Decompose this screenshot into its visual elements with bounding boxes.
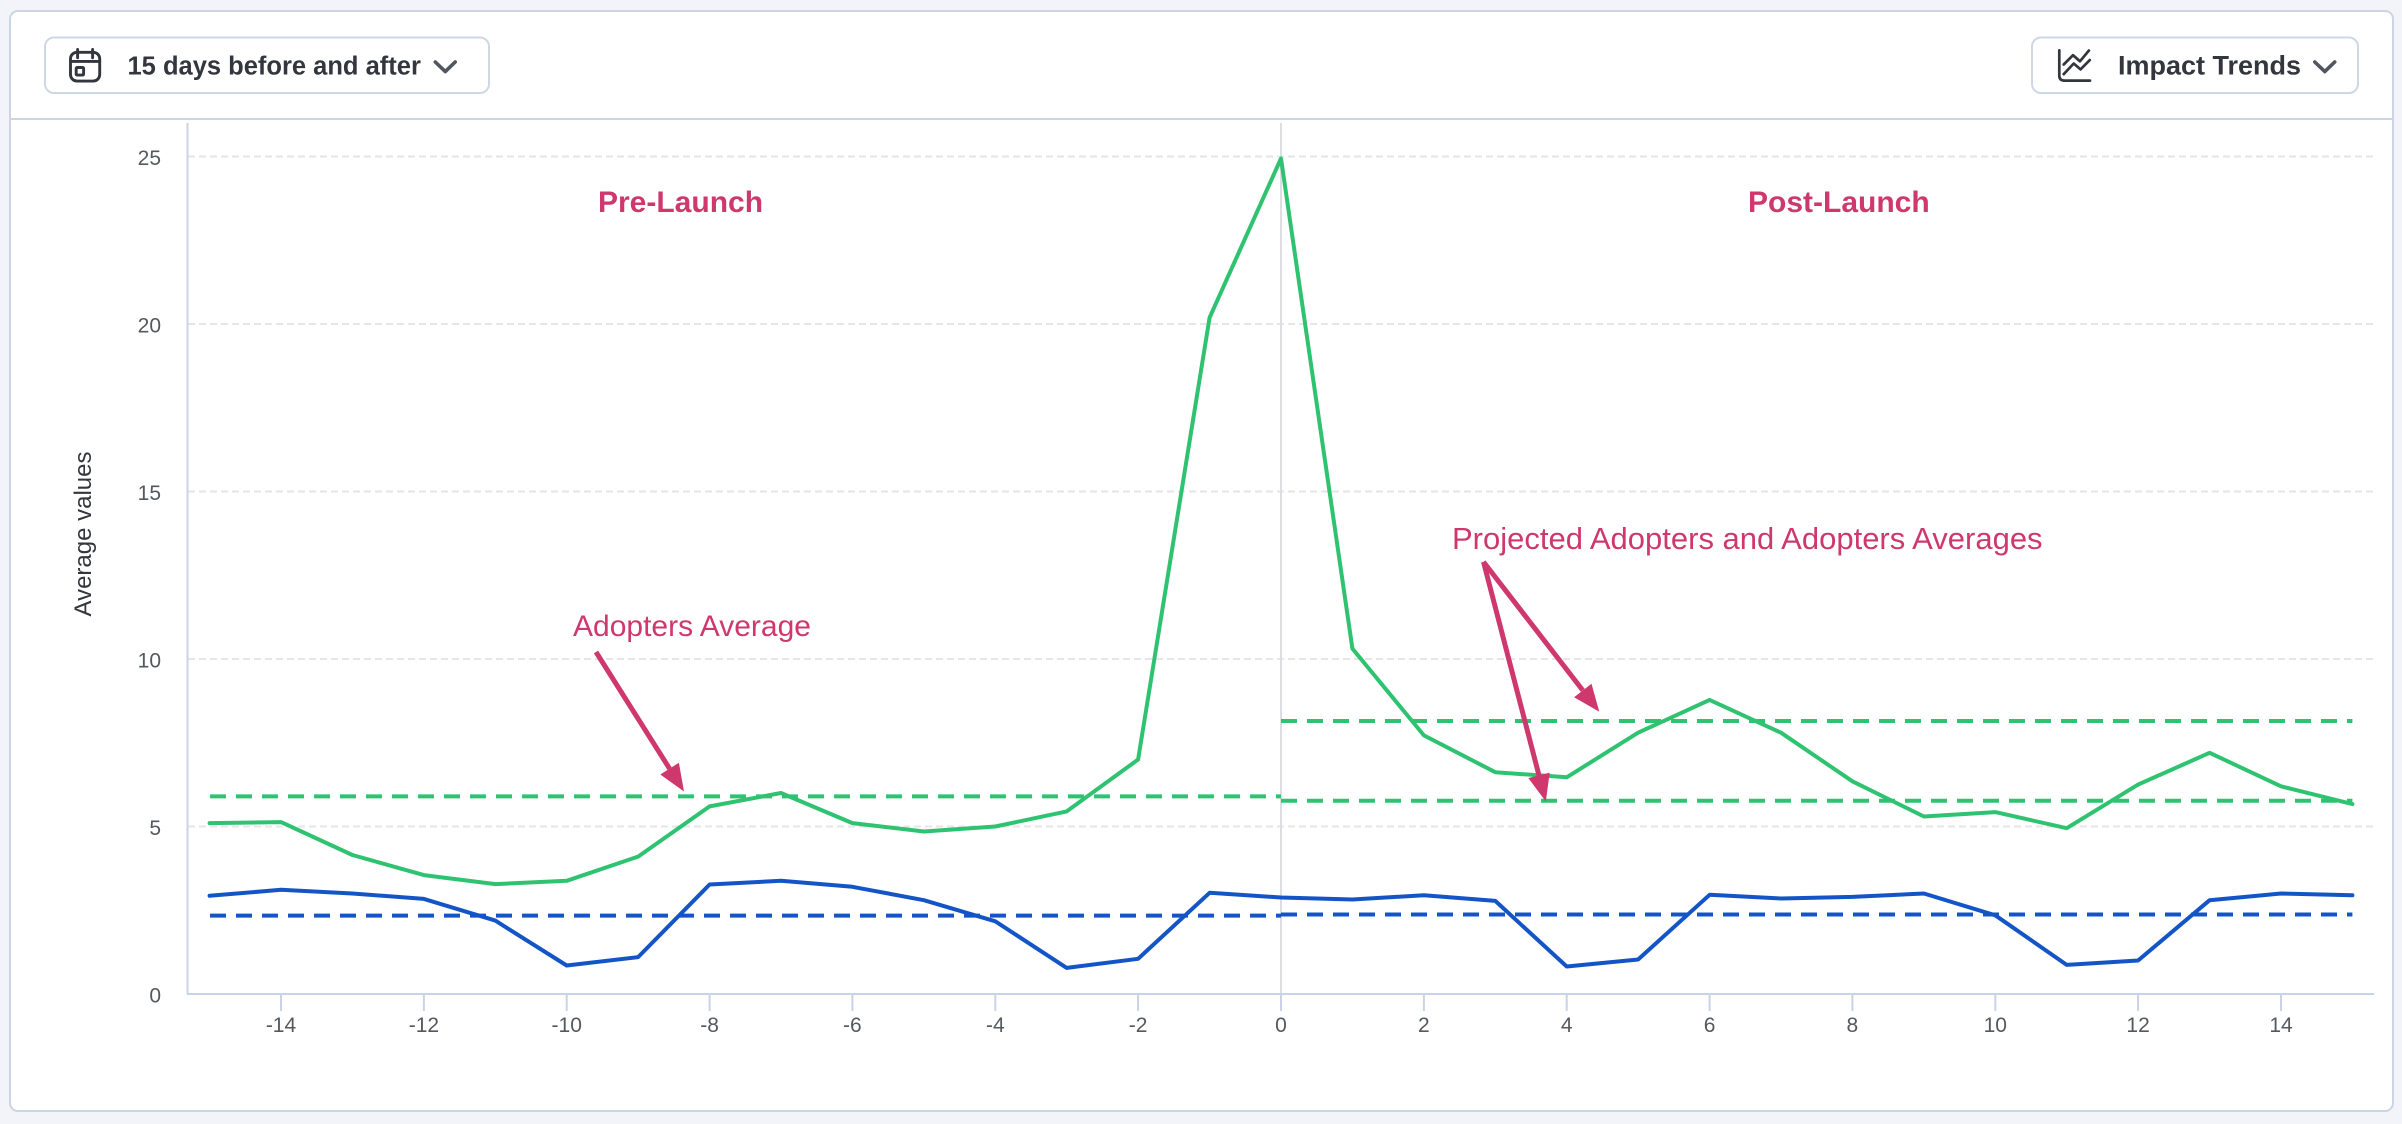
svg-text:14: 14: [2269, 1014, 2293, 1037]
svg-text:-10: -10: [552, 1014, 582, 1037]
svg-text:Adopters Average: Adopters Average: [573, 610, 811, 643]
svg-text:-12: -12: [409, 1014, 439, 1037]
svg-text:12: 12: [2126, 1014, 2149, 1037]
svg-text:8: 8: [1847, 1014, 1859, 1037]
svg-text:0: 0: [1275, 1014, 1287, 1037]
svg-text:-6: -6: [843, 1014, 862, 1037]
svg-text:Average values: Average values: [70, 452, 97, 617]
svg-text:25: 25: [138, 147, 161, 170]
svg-text:15: 15: [138, 482, 161, 505]
svg-text:5: 5: [149, 817, 161, 840]
svg-text:10: 10: [1984, 1014, 2007, 1037]
svg-text:-4: -4: [986, 1014, 1005, 1037]
svg-text:20: 20: [138, 315, 161, 338]
svg-text:2: 2: [1418, 1014, 1430, 1037]
svg-text:Impact Trends: Impact Trends: [2118, 51, 2301, 81]
svg-text:Projected Adopters and Adopter: Projected Adopters and Adopters Averages: [1452, 521, 2043, 556]
svg-text:Post-Launch: Post-Launch: [1748, 186, 1930, 219]
svg-text:0: 0: [149, 985, 161, 1008]
svg-text:Pre-Launch: Pre-Launch: [598, 186, 763, 219]
svg-text:-2: -2: [1129, 1014, 1148, 1037]
svg-text:6: 6: [1704, 1014, 1716, 1037]
svg-text:-14: -14: [266, 1014, 297, 1037]
svg-text:15 days before and after: 15 days before and after: [128, 53, 421, 81]
svg-text:-8: -8: [700, 1014, 719, 1037]
svg-text:10: 10: [138, 650, 161, 673]
svg-text:4: 4: [1561, 1014, 1573, 1037]
